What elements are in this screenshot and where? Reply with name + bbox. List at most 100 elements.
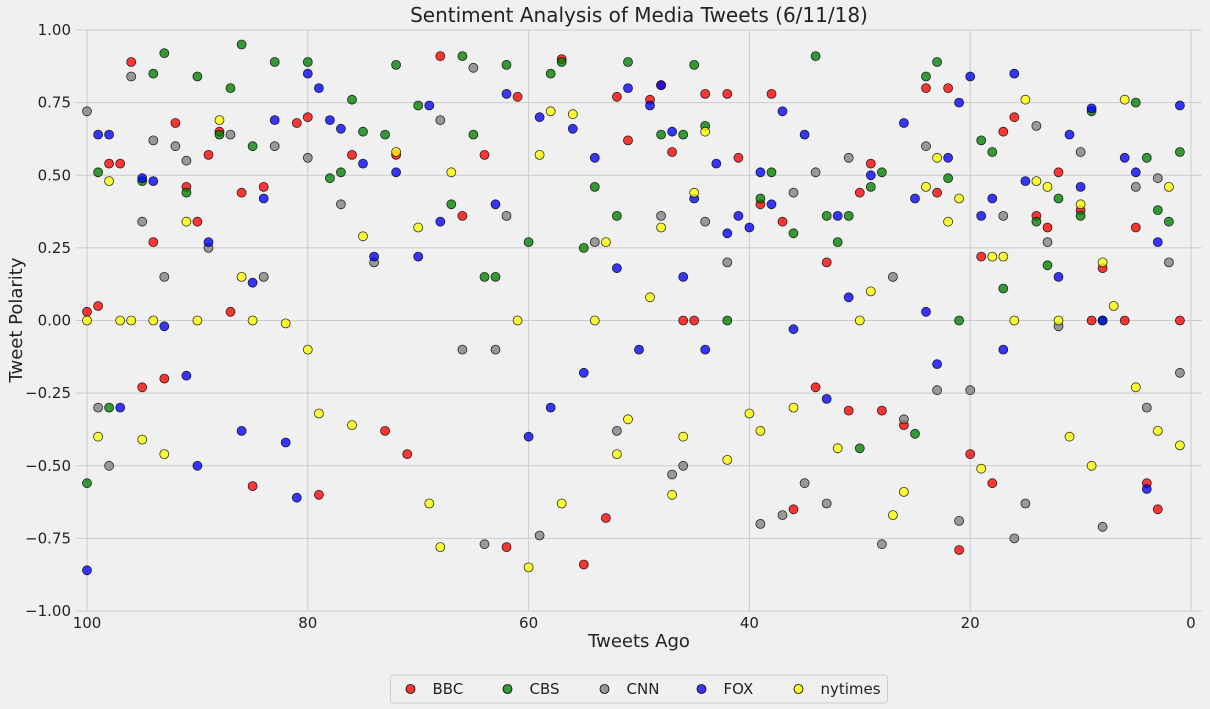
data-point [700,344,711,355]
data-point [998,283,1009,294]
data-point [435,216,446,227]
data-point [567,123,578,134]
data-point [545,68,556,79]
data-point [623,83,633,93]
data-point [247,277,258,288]
data-point [1042,237,1053,248]
data-point [810,167,821,178]
data-point [545,402,556,413]
data-point [457,210,468,221]
data-point [766,89,777,99]
data-point [700,126,711,137]
data-point [556,498,567,509]
data-point [1130,181,1141,192]
data-point [777,510,788,520]
data-point [534,149,545,160]
data-point [313,83,324,93]
data-point [104,129,114,140]
data-point [170,118,181,128]
data-point [1130,167,1141,178]
data-point [1141,484,1152,494]
data-point [126,57,137,67]
data-point [788,504,799,515]
data-point [799,129,810,140]
data-point [589,237,600,248]
data-point [1042,222,1053,233]
data-point [1031,176,1042,187]
data-point [159,271,170,282]
data-point [821,210,832,221]
data-point [656,129,666,140]
data-point [899,118,909,128]
data-point [645,292,655,303]
data-point [236,425,247,436]
data-point [788,187,799,198]
data-point [523,431,534,442]
data-point [1164,216,1174,227]
y-tick-label: 1.00 [38,21,71,39]
data-point [854,187,865,198]
data-point [1031,216,1042,227]
data-point [976,210,987,221]
data-point [358,158,368,169]
series-fox [82,68,1185,576]
data-point [1141,152,1152,163]
data-point [921,71,931,82]
data-point [744,222,755,233]
data-point [865,170,876,181]
data-point [479,271,490,282]
data-point [1130,97,1141,108]
data-point [667,147,677,157]
data-point [82,315,92,326]
data-point [667,489,677,500]
data-point [335,123,346,134]
data-point [932,152,942,163]
legend-marker [405,684,416,694]
data-point [987,251,998,262]
data-point [744,408,755,419]
data-point [700,89,711,99]
data-point [358,126,368,137]
data-point [225,129,236,140]
data-point [578,559,589,570]
data-point [137,173,148,184]
data-point [192,315,203,326]
data-point [324,173,335,184]
data-point [82,306,92,317]
data-point [943,83,953,93]
legend-marker [599,684,610,694]
data-point [832,237,843,248]
data-point [302,112,313,123]
data-point [689,60,700,70]
data-point [656,80,666,91]
data-point [391,167,402,178]
data-point [601,237,611,248]
data-point [777,106,788,117]
data-point [258,271,269,282]
data-point [888,510,898,520]
x-tick-label: 40 [740,614,759,632]
data-point [302,68,313,79]
y-tick-label: 0.00 [38,312,71,330]
data-point [1020,498,1031,509]
data-point [137,382,148,393]
data-point [954,193,964,204]
data-point [203,149,214,160]
data-point [954,516,964,526]
data-point [104,176,114,187]
data-point [1075,210,1086,221]
data-point [854,443,865,454]
data-point [1164,257,1174,268]
data-point [810,51,821,61]
data-point [313,489,324,500]
data-point [877,539,887,550]
data-point [159,373,170,384]
data-point [711,158,722,169]
data-point [269,57,280,67]
data-point [181,187,192,198]
data-point [82,478,92,489]
data-point [82,565,92,576]
data-point [1075,181,1086,192]
data-point [479,539,490,550]
